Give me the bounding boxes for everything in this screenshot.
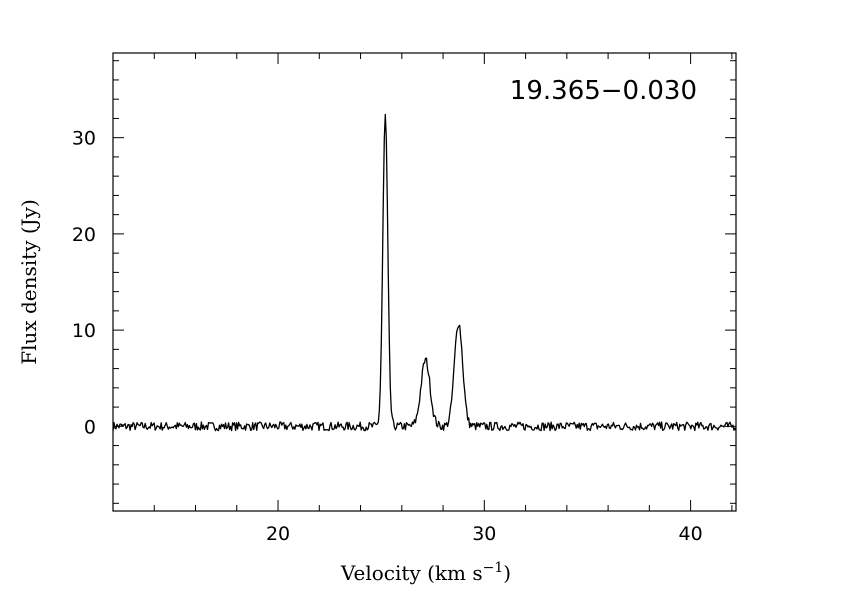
y-tick-label: 10 [72, 320, 96, 342]
y-tick-label: 0 [84, 416, 96, 438]
tick-labels: 20 30 40 0 10 20 30 [72, 128, 703, 545]
x-axis-label: Velocity (km s−1) [340, 560, 511, 585]
x-tick-label: 20 [266, 523, 290, 545]
panel-annotation: 19.365−0.030 [510, 76, 697, 106]
y-tick-label: 20 [72, 224, 96, 246]
y-axis-label: Flux density (Jy) [17, 199, 41, 365]
x-tick-label: 40 [679, 523, 703, 545]
plot-frame [112, 52, 737, 512]
x-axis-label-sup: −1 [483, 560, 504, 576]
x-tick-label: 30 [472, 523, 496, 545]
axis-ticks [112, 53, 736, 511]
y-tick-label: 30 [72, 128, 96, 150]
spectrum-line [112, 113, 737, 432]
